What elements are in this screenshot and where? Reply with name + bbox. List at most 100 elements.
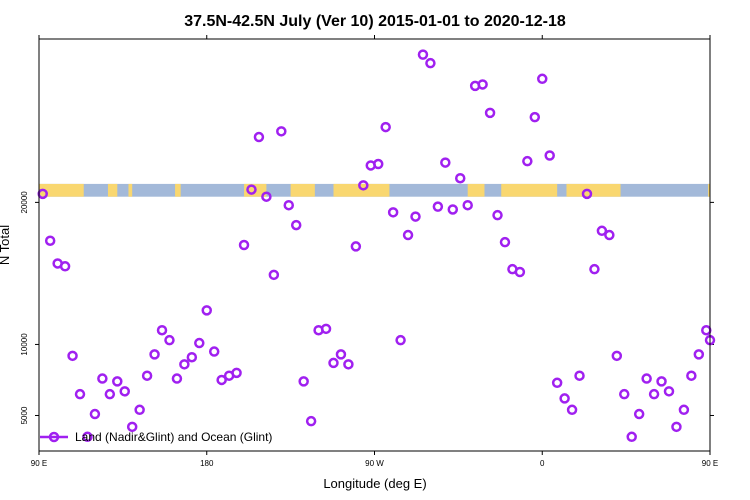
- data-point: [119, 386, 130, 397]
- data-point: [290, 219, 302, 231]
- y-tick-label-0: 5000: [20, 406, 29, 424]
- data-point: [410, 211, 421, 222]
- data-point: [395, 334, 406, 346]
- data-point: [454, 172, 466, 184]
- data-point: [335, 349, 347, 360]
- data-point: [320, 323, 332, 335]
- x-tick-label-0: 90 E: [31, 459, 47, 468]
- data-point: [179, 359, 190, 370]
- data-point: [246, 184, 257, 195]
- data-point: [194, 337, 205, 349]
- data-point: [663, 386, 675, 397]
- data-point: [253, 131, 265, 143]
- legend-marker: [48, 431, 60, 443]
- data-point: [164, 334, 175, 346]
- data-point: [216, 374, 227, 386]
- data-point: [171, 373, 183, 384]
- data-point: [596, 225, 608, 237]
- data-point: [551, 377, 563, 389]
- data-point: [611, 350, 623, 362]
- land-segment-0: [39, 183, 84, 197]
- data-point: [641, 373, 652, 384]
- data-point: [44, 235, 56, 246]
- data-point: [74, 388, 86, 400]
- data-point: [701, 324, 712, 336]
- data-point: [440, 157, 451, 168]
- land-segment-5: [290, 183, 315, 197]
- x-tick-label-3: 0: [540, 459, 545, 468]
- land-segment-9: [566, 183, 621, 197]
- data-point: [574, 370, 585, 381]
- chart-title: 37.5N-42.5N July (Ver 10) 2015-01-01 to …: [184, 13, 566, 30]
- legend-label: Land (Nadir&Glint) and Ocean (Glint): [75, 430, 272, 444]
- data-point: [693, 349, 705, 360]
- data-point: [529, 111, 541, 123]
- data-point: [402, 229, 414, 241]
- data-point: [656, 376, 667, 387]
- data-point: [141, 370, 153, 381]
- data-point: [268, 269, 280, 281]
- data-point: [134, 404, 145, 416]
- data-point: [201, 305, 212, 316]
- axis-ticks: 90 E 180 90 W 0 90 E 5000 10000 20000: [20, 35, 718, 468]
- data-point: [283, 199, 295, 211]
- data-point: [626, 431, 637, 443]
- data-point: [425, 57, 436, 69]
- data-point: [298, 376, 309, 387]
- data-point: [499, 236, 511, 248]
- data-point: [328, 357, 339, 369]
- data-point: [671, 421, 682, 433]
- data-point: [686, 370, 697, 381]
- y-tick-label-1: 10000: [20, 333, 29, 356]
- data-point: [238, 239, 250, 251]
- data-point: [522, 155, 533, 167]
- data-point: [648, 388, 660, 400]
- data-point: [387, 207, 399, 218]
- data-point: [261, 191, 272, 202]
- data-point: [537, 73, 548, 85]
- x-axis-label: Longitude (deg E): [323, 476, 426, 491]
- data-point: [566, 404, 578, 416]
- data-point: [633, 408, 645, 420]
- data-point: [514, 266, 526, 278]
- data-point: [432, 201, 444, 212]
- data-point: [186, 351, 198, 363]
- land-segment-2: [128, 183, 133, 197]
- data-point: [581, 188, 593, 200]
- data-point: [447, 204, 459, 215]
- data-point: [231, 367, 242, 379]
- data-point: [544, 150, 555, 161]
- data-point: [59, 261, 71, 272]
- data-point: [492, 209, 503, 221]
- data-point: [208, 346, 220, 357]
- y-axis-label: N Total: [0, 225, 12, 265]
- data-point: [343, 359, 354, 370]
- data-points: [37, 49, 716, 443]
- data-point: [350, 241, 362, 252]
- surface-band: [39, 183, 710, 197]
- x-tick-label-1: 180: [200, 459, 214, 468]
- data-point: [305, 415, 317, 427]
- legend: Land (Nadir&Glint) and Ocean (Glint): [40, 430, 272, 444]
- data-point: [417, 49, 429, 60]
- land-segment-10: [708, 183, 710, 197]
- data-point: [619, 388, 630, 400]
- data-point: [82, 431, 93, 443]
- land-segment-6: [333, 183, 390, 197]
- data-point: [380, 121, 391, 133]
- data-point: [67, 350, 78, 362]
- data-point: [112, 376, 123, 387]
- data-point: [358, 180, 369, 191]
- land-segment-3: [175, 183, 181, 197]
- data-point: [462, 199, 473, 211]
- land-segment-7: [467, 183, 485, 197]
- data-point: [604, 229, 615, 241]
- data-point: [484, 107, 496, 119]
- data-point: [97, 373, 108, 384]
- data-point: [559, 393, 570, 404]
- x-tick-label-2: 90 W: [365, 459, 384, 468]
- data-point: [372, 158, 384, 170]
- data-point: [89, 408, 101, 420]
- land-segment-1: [107, 183, 118, 197]
